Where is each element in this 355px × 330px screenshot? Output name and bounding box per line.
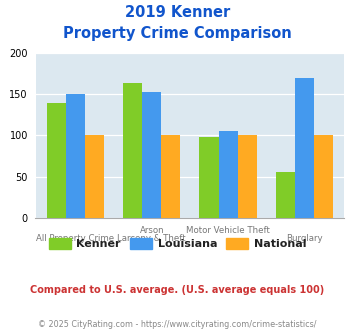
Bar	[219, 131, 237, 218]
Text: All Property Crime: All Property Crime	[37, 234, 115, 243]
Bar	[276, 172, 295, 218]
Bar	[66, 94, 85, 218]
Text: Motor Vehicle Theft: Motor Vehicle Theft	[186, 226, 270, 235]
Bar	[200, 137, 219, 218]
Text: Arson: Arson	[140, 226, 164, 235]
Bar	[123, 83, 142, 218]
Legend: Kenner, Louisiana, National: Kenner, Louisiana, National	[44, 234, 311, 253]
Text: Burglary: Burglary	[286, 234, 323, 243]
Bar	[295, 78, 314, 218]
Bar	[47, 103, 66, 218]
Bar	[161, 135, 180, 218]
Text: © 2025 CityRating.com - https://www.cityrating.com/crime-statistics/: © 2025 CityRating.com - https://www.city…	[38, 320, 317, 329]
Text: 2019 Kenner: 2019 Kenner	[125, 5, 230, 20]
Bar	[237, 135, 257, 218]
Bar	[314, 135, 333, 218]
Bar	[85, 135, 104, 218]
Text: Property Crime Comparison: Property Crime Comparison	[63, 26, 292, 41]
Text: Compared to U.S. average. (U.S. average equals 100): Compared to U.S. average. (U.S. average …	[31, 285, 324, 295]
Text: Larceny & Theft: Larceny & Theft	[118, 234, 186, 243]
Bar	[142, 91, 161, 218]
